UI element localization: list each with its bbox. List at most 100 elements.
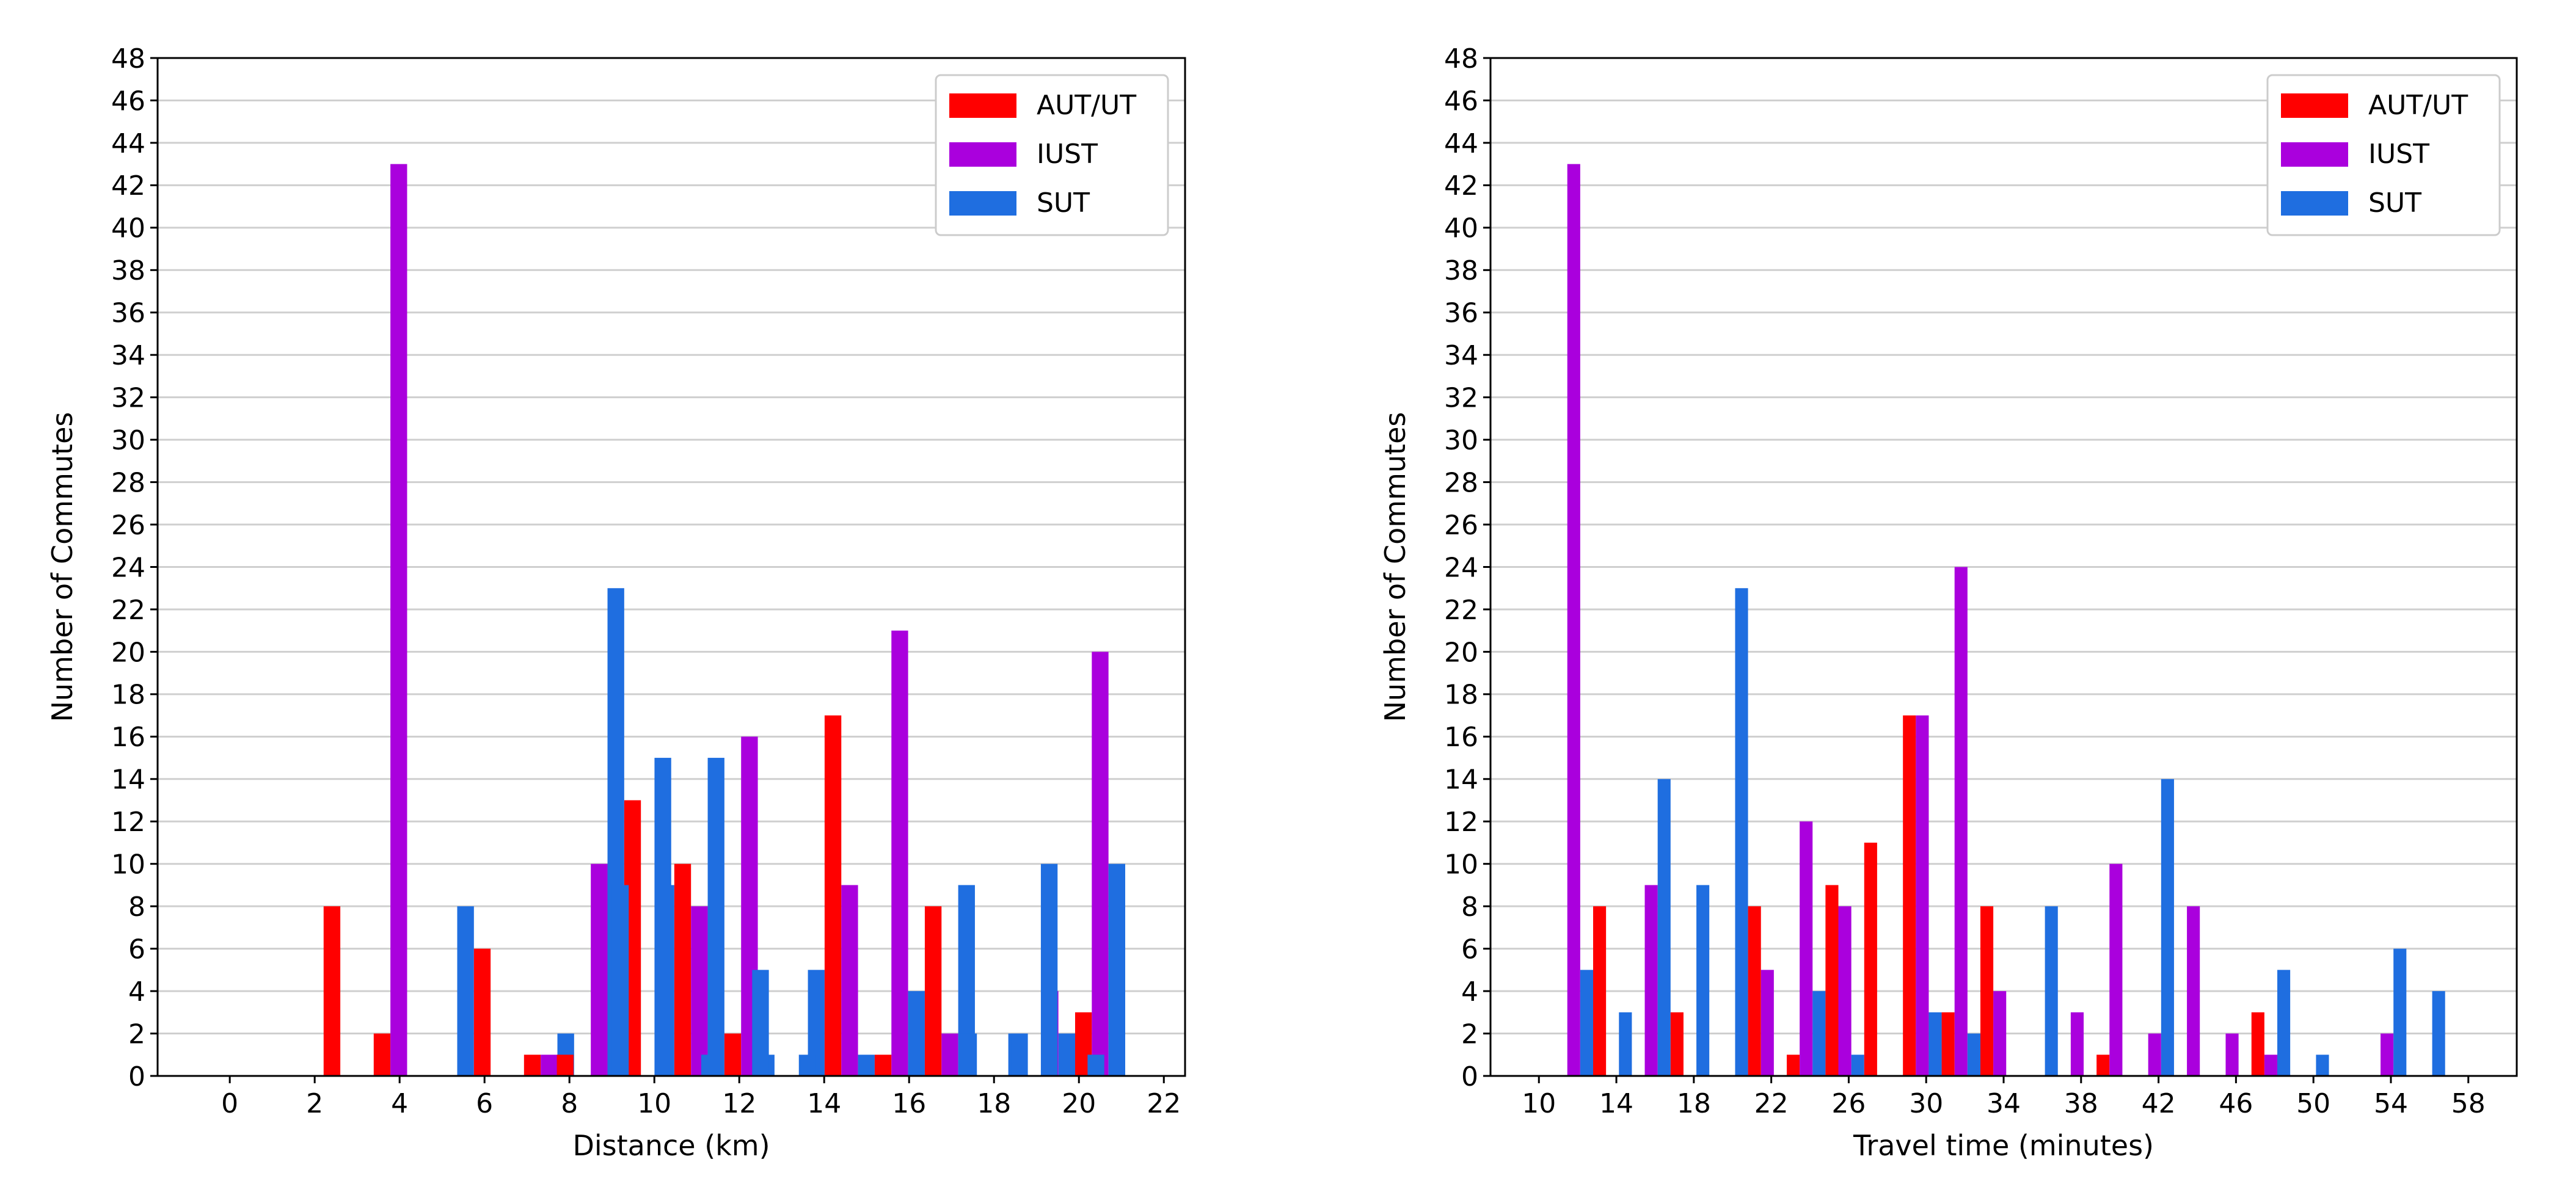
bar-iust: [2109, 863, 2123, 1076]
y-tick-label: 36: [1444, 298, 1478, 329]
x-tick-label: 4: [391, 1088, 408, 1119]
bar-sut: [1011, 1033, 1028, 1076]
bar-aut-ut: [1864, 842, 1877, 1076]
plot-frame: [1489, 57, 2518, 1077]
bar-sut: [1696, 885, 1710, 1076]
bar-iust: [1644, 885, 1658, 1076]
y-tick-label: 30: [1444, 425, 1478, 456]
y-tick-label: 32: [111, 383, 145, 414]
y-tick-label: 14: [1444, 765, 1478, 796]
x-tick-label: 16: [892, 1088, 926, 1119]
bar-aut-ut: [556, 1055, 574, 1076]
y-tick-label: 6: [128, 934, 145, 965]
bar-aut-ut: [824, 715, 842, 1076]
y-tick-label: 28: [111, 467, 145, 498]
x-tick-label: 42: [2142, 1088, 2176, 1119]
bar-iust: [1993, 991, 2007, 1076]
x-tick-label: 0: [221, 1088, 238, 1119]
x-tick-label: 6: [476, 1088, 493, 1119]
bar-aut-ut: [1941, 1012, 1955, 1076]
x-tick-label: 2: [306, 1088, 323, 1119]
x-axis-label: Travel time (minutes): [1853, 1129, 2154, 1162]
y-tick-label: 22: [111, 595, 145, 626]
bar-aut-ut: [724, 1033, 742, 1076]
bar-sut: [1851, 1055, 1864, 1076]
y-tick-label: 4: [128, 976, 145, 1008]
bar-sut: [798, 1055, 816, 1076]
legend-label: SUT: [1037, 187, 1090, 219]
x-tick-label: 14: [1599, 1088, 1633, 1119]
bar-iust: [2187, 906, 2200, 1076]
bar-iust: [841, 885, 858, 1076]
bar-aut-ut: [924, 906, 942, 1076]
y-tick-label: 34: [1444, 340, 1478, 371]
y-tick-label: 16: [1444, 722, 1478, 753]
bar-iust: [2225, 1033, 2239, 1076]
bar-iust: [390, 164, 407, 1076]
x-axis-label: Distance (km): [572, 1129, 770, 1162]
bar-sut: [2161, 779, 2174, 1076]
bar-iust: [2148, 1033, 2161, 1076]
bar-sut: [1580, 970, 1593, 1076]
legend-label: AUT/UT: [1037, 90, 1136, 121]
y-tick-label: 24: [1444, 552, 1478, 583]
bar-aut-ut: [1903, 715, 1916, 1076]
y-tick-label: 4: [1461, 976, 1478, 1008]
y-tick-label: 46: [1444, 85, 1478, 117]
legend-swatch: [2281, 93, 2348, 118]
bar-aut-ut: [1670, 1012, 1684, 1076]
bar-iust: [591, 863, 608, 1076]
bar-iust: [2381, 1033, 2394, 1076]
y-tick-label: 22: [1444, 595, 1478, 626]
bar-sut: [707, 758, 724, 1076]
bar-sut: [701, 1055, 718, 1076]
bar-sut: [908, 991, 925, 1076]
x-tick-label: 10: [637, 1088, 671, 1119]
y-tick-label: 18: [111, 680, 145, 711]
y-tick-label: 30: [111, 425, 145, 456]
bar-iust: [891, 630, 908, 1076]
x-tick-label: 30: [1909, 1088, 1943, 1119]
y-axis-label: Number of Commutes: [1379, 412, 1412, 722]
y-tick-label: 28: [1444, 467, 1478, 498]
y-tick-label: 6: [1461, 934, 1478, 965]
y-tick-label: 42: [1444, 170, 1478, 202]
y-axis-label: Number of Commutes: [46, 412, 79, 722]
y-tick-label: 12: [1444, 807, 1478, 838]
y-tick-label: 34: [111, 340, 145, 371]
legend-label: IUST: [2368, 139, 2429, 170]
bar-sut: [1967, 1033, 1980, 1076]
bar-sut: [1108, 863, 1125, 1076]
bar-aut-ut: [1980, 906, 1994, 1076]
y-tick-label: 2: [1461, 1019, 1478, 1050]
bar-sut: [1812, 991, 1826, 1076]
bar-sut: [2045, 906, 2058, 1076]
y-tick-label: 40: [111, 213, 145, 244]
x-tick-label: 26: [1831, 1088, 1866, 1119]
bar-aut-ut: [2251, 1012, 2264, 1076]
bar-iust: [2264, 1055, 2277, 1076]
bar-aut-ut: [1786, 1055, 1800, 1076]
bar-aut-ut: [473, 948, 491, 1076]
x-tick-label: 38: [2064, 1088, 2098, 1119]
y-tick-label: 38: [111, 255, 145, 286]
bar-iust: [1838, 906, 1852, 1076]
bar-iust: [541, 1055, 558, 1076]
x-tick-label: 18: [1677, 1088, 1711, 1119]
bar-aut-ut: [1825, 885, 1839, 1076]
legend-swatch: [2281, 191, 2348, 216]
legend-label: SUT: [2368, 187, 2421, 219]
bar-aut-ut: [1748, 906, 1761, 1076]
bar-sut: [457, 906, 474, 1076]
bar-iust: [1800, 821, 1813, 1076]
y-tick-label: 38: [1444, 255, 1478, 286]
bar-sut: [2316, 1055, 2329, 1076]
y-tick-label: 48: [1444, 43, 1478, 74]
bar-iust: [1916, 715, 1929, 1076]
bar-sut: [960, 1033, 977, 1076]
bar-iust: [941, 1033, 958, 1076]
y-tick-label: 20: [1444, 637, 1478, 668]
bar-sut: [611, 885, 629, 1076]
